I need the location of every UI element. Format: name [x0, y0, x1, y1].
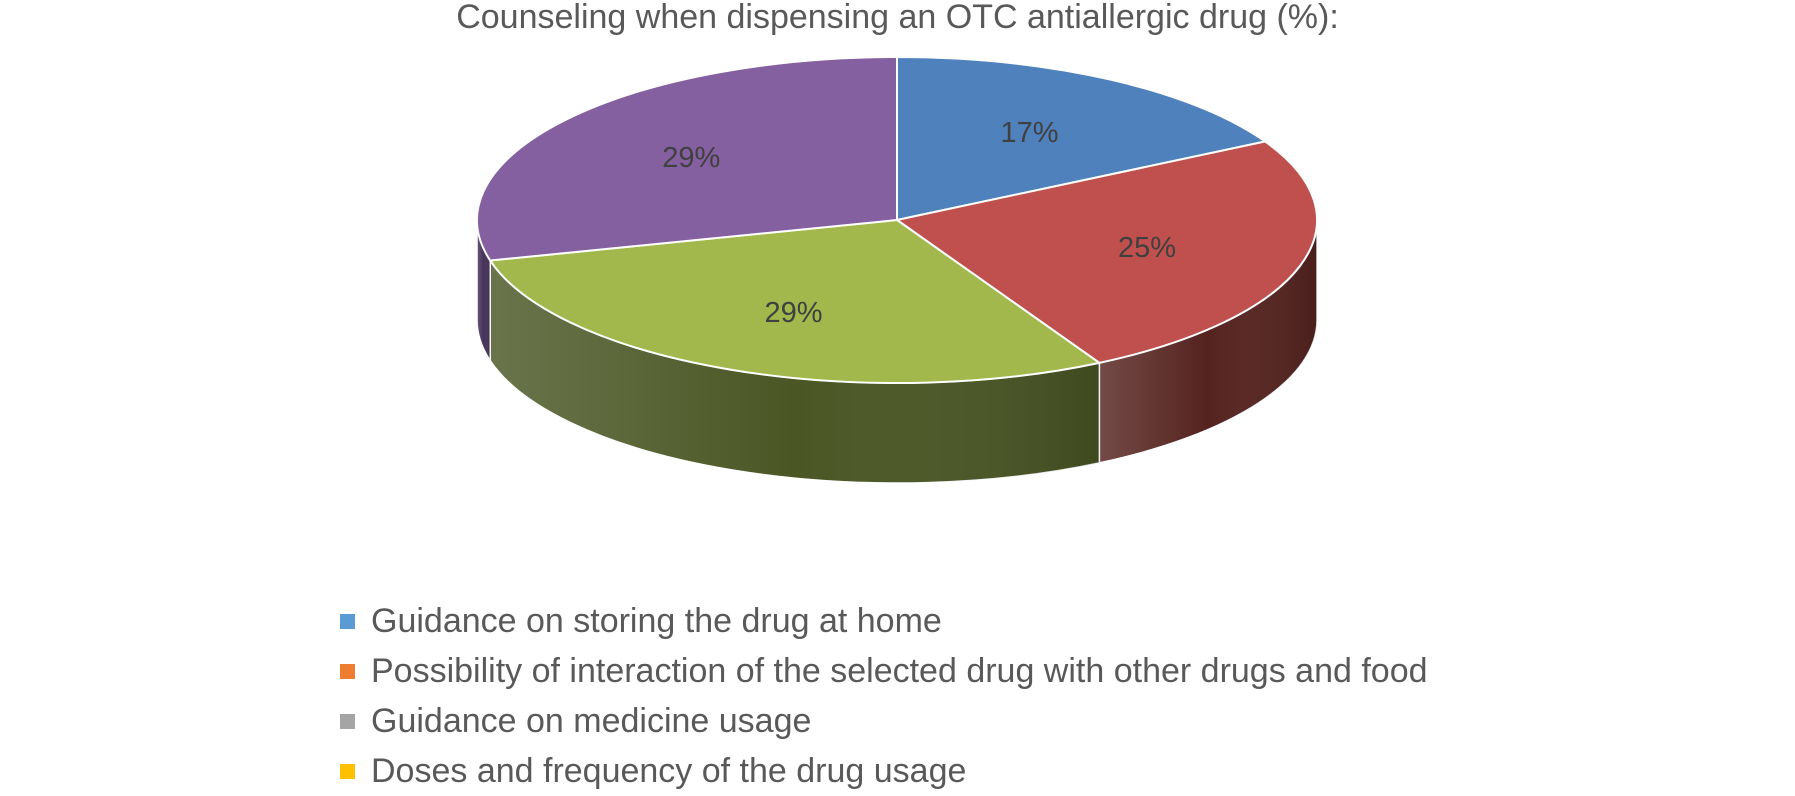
legend-item: Possibility of interaction of the select… — [340, 646, 1428, 696]
legend-label: Guidance on medicine usage — [371, 702, 812, 740]
legend-swatch — [340, 613, 355, 629]
legend-label: Guidance on storing the drug at home — [371, 602, 942, 640]
pie-slice — [489, 219, 1101, 384]
pie-slice-side-shading — [477, 220, 491, 361]
legend-swatch — [340, 713, 355, 729]
pie-slice-side-shading — [1099, 220, 1318, 463]
pie-slice — [896, 56, 1267, 221]
pie-slice-side-shading — [490, 260, 1100, 484]
legend-item: Doses and frequency of the drug usage — [340, 746, 1428, 796]
legend-item: Guidance on storing the drug at home — [340, 596, 1428, 646]
pie-slice — [896, 140, 1318, 364]
legend-swatch — [340, 763, 355, 779]
legend-label: Possibility of interaction of the select… — [371, 652, 1428, 690]
legend: Guidance on storing the drug at home Pos… — [340, 596, 1428, 796]
slice-data-label: 25% — [1118, 232, 1176, 264]
slice-data-label: 29% — [765, 297, 823, 329]
chart-title: Counseling when dispensing an OTC antial… — [456, 0, 1339, 36]
legend-label: Doses and frequency of the drug usage — [371, 752, 967, 790]
legend-swatch — [340, 663, 355, 679]
pie-slice — [476, 56, 898, 262]
slice-data-label: 17% — [1001, 117, 1059, 149]
slice-data-label: 29% — [662, 142, 720, 174]
legend-item: Guidance on medicine usage — [340, 696, 1428, 746]
